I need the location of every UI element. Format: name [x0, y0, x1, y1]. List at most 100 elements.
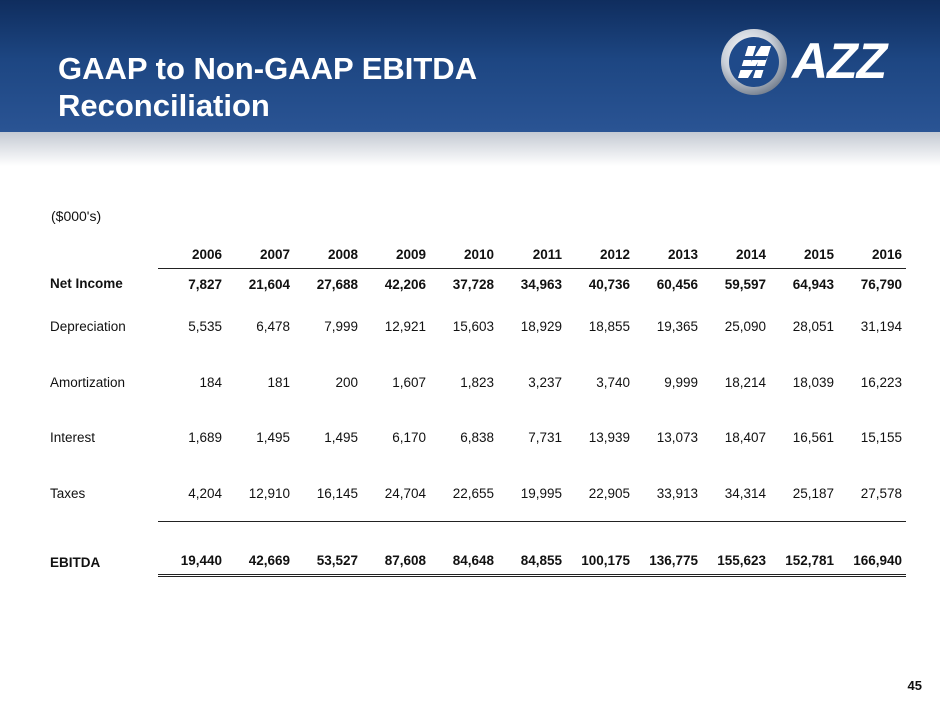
table-cell: 181 — [267, 374, 290, 390]
table-cell: 24,704 — [384, 485, 426, 501]
table-cell: 16,145 — [316, 485, 358, 501]
table-row: Taxes 4,204 12,910 16,145 24,704 22,655 19,995… — [48, 466, 906, 522]
table-cell: 1,607 — [392, 374, 426, 390]
table-cell: 18,929 — [520, 319, 562, 335]
table-cell: 42,206 — [384, 276, 426, 292]
slide-title-line-2: Reconciliation — [58, 88, 270, 123]
table-cell: 40,736 — [588, 276, 630, 292]
row-label: Amortization — [50, 374, 126, 390]
table-cell: 12,921 — [384, 319, 426, 335]
row-label: Taxes — [50, 486, 86, 501]
table-cell: 9,999 — [664, 374, 698, 390]
table-cell: 19,440 — [158, 521, 226, 577]
table-cell: 18,214 — [724, 374, 766, 390]
table-cell: 1,689 — [188, 430, 222, 446]
table-cell: 28,051 — [792, 319, 834, 335]
units-label: ($000's) — [51, 208, 102, 224]
table-cell: 13,939 — [588, 430, 630, 446]
table-cell: 34,963 — [520, 276, 562, 292]
table-row: Interest 1,689 1,495 1,495 6,170 6,838 7,731 13… — [48, 410, 906, 466]
table-cell: 22,905 — [588, 485, 630, 501]
slide-header: GAAP to Non-GAAP EBITDA Reconciliation A… — [0, 0, 940, 166]
ebitda-reconciliation-table: 2006 2007 2008 2009 2010 2011 2012 2013 2014 2015… — [48, 240, 906, 577]
table-cell: 31,194 — [860, 319, 902, 335]
row-label: Net Income — [50, 276, 123, 292]
row-label: Depreciation — [50, 319, 126, 335]
table-cell: 15,155 — [860, 430, 902, 446]
year-header: 2007 — [226, 240, 294, 269]
table-cell: 27,688 — [316, 276, 358, 292]
year-header: 2014 — [702, 240, 770, 269]
table-cell: 7,827 — [188, 276, 222, 292]
table-cell: 34,314 — [724, 485, 766, 501]
table-cell: 84,648 — [430, 521, 498, 577]
table-cell: 19,995 — [520, 485, 562, 501]
azz-emblem-icon — [721, 29, 787, 95]
table-cell: 7,999 — [324, 319, 358, 335]
table-cell: 21,604 — [248, 276, 290, 292]
table-cell: 60,456 — [656, 276, 698, 292]
page-number: 45 — [907, 678, 922, 693]
table-cell: 166,940 — [838, 521, 906, 577]
table-cell: 18,407 — [724, 430, 766, 446]
year-header: 2012 — [566, 240, 634, 269]
table-cell: 19,365 — [656, 319, 698, 335]
year-header-row: 2006 2007 2008 2009 2010 2011 2012 2013 2014 2015… — [48, 240, 906, 269]
table-cell: 42,669 — [226, 521, 294, 577]
table-cell: 12,910 — [248, 485, 290, 501]
table-cell: 33,913 — [656, 485, 698, 501]
year-header: 2015 — [770, 240, 838, 269]
table-cell: 1,495 — [324, 430, 358, 446]
table-row: Depreciation 5,535 6,478 7,999 12,921 15,603 1… — [48, 299, 906, 355]
slide-title-line-1: GAAP to Non-GAAP EBITDA — [58, 51, 478, 86]
table-cell: 136,775 — [634, 521, 702, 577]
year-header: 2009 — [362, 240, 430, 269]
table-row: EBITDA 19,440 42,669 53,527 87,608 84,648 84,8… — [48, 521, 906, 577]
year-header: 2010 — [430, 240, 498, 269]
header-corner — [48, 240, 158, 269]
table-cell: 87,608 — [362, 521, 430, 577]
year-header: 2011 — [498, 240, 566, 269]
table-cell: 6,838 — [460, 430, 494, 446]
table-cell: 100,175 — [566, 521, 634, 577]
table-cell: 1,495 — [256, 430, 290, 446]
table-cell: 3,237 — [528, 374, 562, 390]
table-cell: 64,943 — [792, 276, 834, 292]
table-cell: 5,535 — [188, 319, 222, 335]
year-header: 2013 — [634, 240, 702, 269]
table-cell: 22,655 — [452, 485, 494, 501]
azz-logo: AZZ — [718, 20, 908, 104]
table-cell: 1,823 — [460, 374, 494, 390]
row-label: Interest — [50, 430, 96, 446]
year-header: 2006 — [158, 240, 226, 269]
azz-logo-text: AZZ — [792, 33, 887, 89]
table-cell: 25,187 — [792, 485, 834, 501]
year-header: 2008 — [294, 240, 362, 269]
table-cell: 155,623 — [702, 521, 770, 577]
table-cell: 76,790 — [860, 276, 902, 292]
table-cell: 53,527 — [294, 521, 362, 577]
slide-title: GAAP to Non-GAAP EBITDA Reconciliation — [58, 50, 618, 124]
table-cell: 18,039 — [792, 374, 834, 390]
table-cell: 59,597 — [724, 276, 766, 292]
table-cell: 3,740 — [596, 374, 630, 390]
table-cell: 25,090 — [724, 319, 766, 335]
table-cell: 13,073 — [656, 430, 698, 446]
table-cell: 15,603 — [452, 319, 494, 335]
table-cell: 184 — [199, 374, 222, 390]
table-cell: 200 — [335, 374, 358, 390]
table-cell: 7,731 — [528, 430, 562, 446]
table-cell: 84,855 — [498, 521, 566, 577]
row-label: EBITDA — [50, 554, 101, 570]
table-cell: 37,728 — [452, 276, 494, 292]
table-row: Amortization 184 181 200 1,607 1,823 3,237 3,74… — [48, 355, 906, 411]
table-cell: 16,561 — [792, 430, 834, 446]
table-cell: 16,223 — [860, 374, 902, 390]
table-cell: 4,204 — [188, 485, 222, 501]
table-cell: 27,578 — [860, 485, 902, 501]
table-cell: 18,855 — [588, 319, 630, 335]
table-cell: 6,170 — [392, 430, 426, 446]
year-header: 2016 — [838, 240, 906, 269]
table-row: Net Income 7,827 21,604 27,688 42,206 37,728 3… — [48, 269, 906, 300]
table-cell: 6,478 — [256, 319, 290, 335]
